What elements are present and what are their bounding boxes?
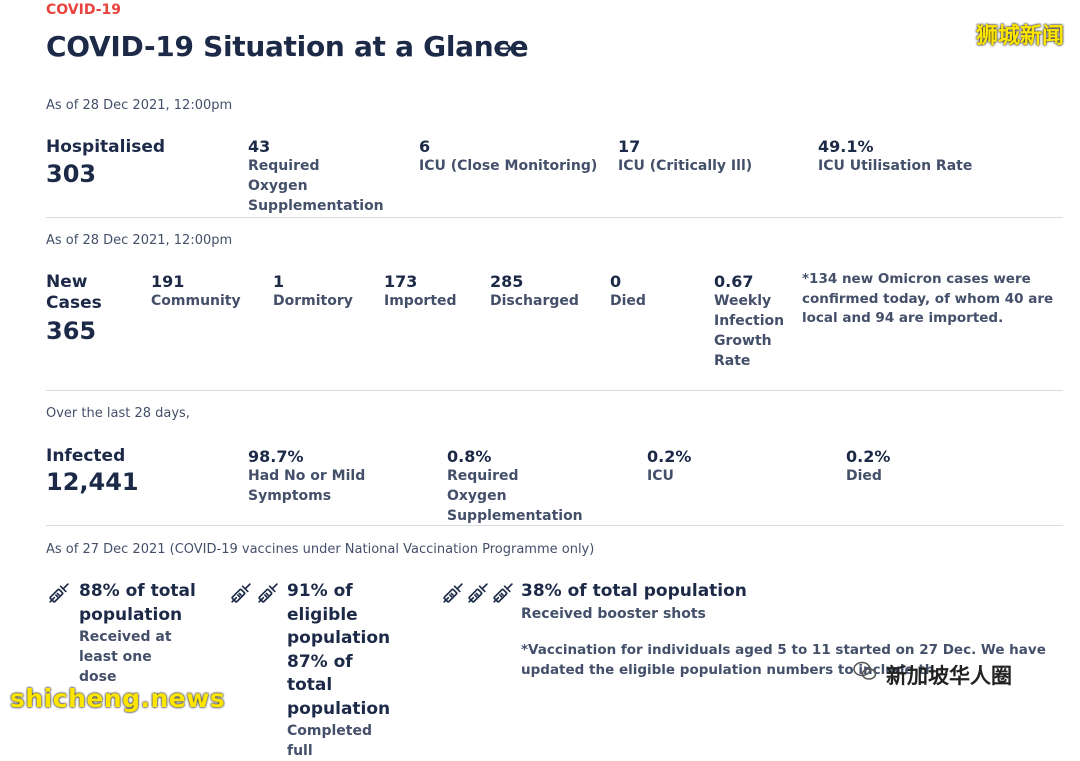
syringe-icon [228, 581, 253, 610]
stat-community: 191 Community [151, 272, 261, 311]
vaccination-booster: 38% of total population Received booster… [521, 580, 821, 624]
infected-label: Infected [46, 446, 126, 466]
stat-label: ICU [647, 468, 674, 484]
wechat-icon [852, 658, 878, 684]
stat-value: 173 [384, 272, 418, 291]
stat-value: 6 [419, 137, 431, 156]
one-dose-percent: 88% of total population [79, 581, 196, 625]
watermark-top-right: 狮城新闻 [975, 24, 1064, 49]
stat-discharged: 285 Discharged [490, 272, 600, 311]
syringe-icon [440, 581, 465, 610]
stat-label: Had No or Mild Symptoms [248, 468, 366, 504]
hospitalised-value: 303 [46, 160, 97, 188]
vaccination-note: *Vaccination for individuals aged 5 to 1… [521, 642, 1046, 678]
stat-value: 0.67 [714, 272, 754, 291]
infected-as-of: Over the last 28 days, [46, 406, 190, 421]
divider [46, 525, 1063, 526]
vaccination-as-of: As of 27 Dec 2021 (COVID-19 vaccines und… [46, 542, 595, 557]
syringe-icon [465, 581, 490, 610]
stat-label: ICU (Close Monitoring) [419, 158, 598, 174]
stat-value: 0.8% [447, 447, 492, 466]
stat-inf-died: 0.2% Died [846, 447, 966, 486]
syringe-icon [490, 581, 515, 610]
full-total-percent: 87% of total population [287, 651, 391, 719]
new-cases-label: New Cases [46, 272, 102, 313]
stat-inf-icu: 0.2% ICU [647, 447, 767, 486]
stat-value: 17 [618, 137, 641, 156]
watermark-bottom-left: shicheng.news [10, 684, 226, 713]
stat-label: ICU Utilisation Rate [818, 158, 973, 174]
one-dose-label: Received at least one dose [79, 629, 172, 685]
new-cases-value: 365 [46, 317, 97, 345]
stat-label: Discharged [490, 293, 579, 309]
stat-value: 1 [273, 272, 285, 291]
stat-value: 49.1% [818, 137, 874, 156]
syringe-icon [255, 581, 280, 610]
stat-icu-close: 6 ICU (Close Monitoring) [419, 137, 599, 176]
stat-label: ICU (Critically Ill) [618, 158, 753, 174]
stat-label: Community [151, 293, 241, 309]
stat-value: 0.2% [647, 447, 692, 466]
stat-icu-utilisation: 49.1% ICU Utilisation Rate [818, 137, 1018, 176]
full-eligible-percent: 91% of eligible population [287, 581, 391, 648]
omicron-note: *134 new Omicron cases were confirmed to… [802, 271, 1054, 326]
section-kicker: COVID-19 [46, 2, 122, 18]
syringe-icon [46, 581, 71, 610]
stat-value: 0.2% [846, 447, 891, 466]
stat-value: 0 [610, 272, 622, 291]
stat-label: Died [846, 468, 882, 484]
stat-label: Weekly Infection Growth Rate [714, 293, 785, 369]
stat-inf-oxygen: 0.8% Required Oxygen Supplementation [447, 447, 597, 526]
vaccination-one-dose: 88% of total population Received at leas… [79, 580, 219, 687]
stat-imported: 173 Imported [384, 272, 484, 311]
cases-as-of: As of 28 Dec 2021, 12:00pm [46, 233, 233, 248]
divider [46, 390, 1063, 391]
stat-value: 285 [490, 272, 524, 291]
booster-label: Received booster shots [521, 605, 706, 622]
stat-growth-rate: 0.67 Weekly Infection Growth Rate [714, 272, 788, 371]
booster-percent: 38% of total population [521, 581, 747, 601]
stat-label: Imported [384, 293, 457, 309]
stat-value: 43 [248, 137, 271, 156]
infected-value: 12,441 [46, 468, 139, 496]
hospitalised-label: Hospitalised [46, 137, 166, 157]
stat-dormitory: 1 Dormitory [273, 272, 373, 311]
stat-oxygen: 43 Required Oxygen Supplementation [248, 137, 398, 216]
vaccination-full: 91% of eligible population 87% of total … [287, 580, 402, 761]
stat-label: Dormitory [273, 293, 353, 309]
hospital-as-of: As of 28 Dec 2021, 12:00pm [46, 98, 233, 113]
watermark-bottom-right: 新加坡华人圈 [886, 664, 1012, 688]
stat-label: Required Oxygen Supplementation [447, 468, 583, 524]
stat-value: 191 [151, 272, 185, 291]
stat-icu-critical: 17 ICU (Critically Ill) [618, 137, 798, 176]
stat-mild: 98.7% Had No or Mild Symptoms [248, 447, 378, 506]
stat-label: Died [610, 293, 646, 309]
divider [46, 217, 1063, 218]
full-label: Completed full [287, 723, 373, 759]
stat-died: 0 Died [610, 272, 690, 311]
stat-label: Required Oxygen Supplementation [248, 158, 384, 214]
arrow-right-icon[interactable]: → [493, 34, 514, 62]
stat-value: 98.7% [248, 447, 304, 466]
page-title[interactable]: COVID-19 Situation at a Glance [46, 30, 529, 63]
